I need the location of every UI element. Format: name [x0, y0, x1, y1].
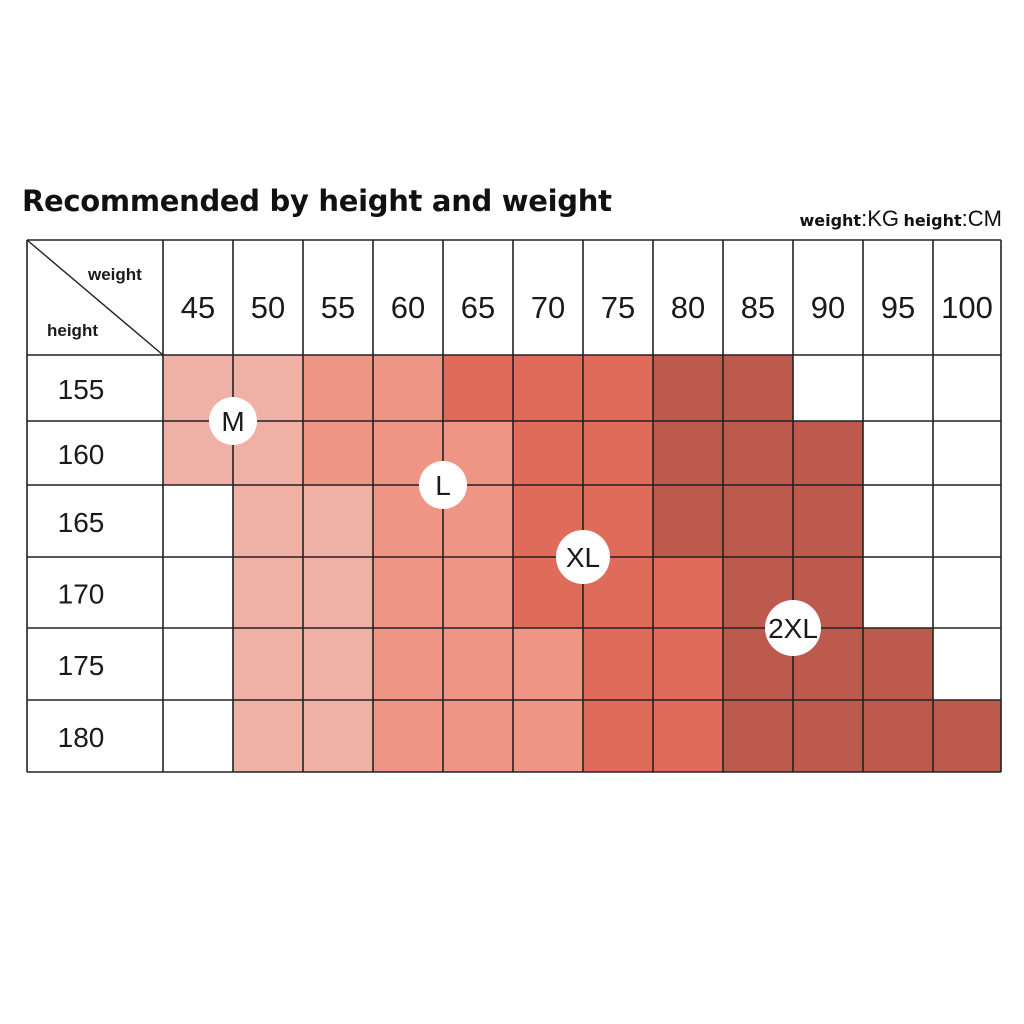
heat-cell — [513, 700, 583, 772]
heat-cell — [933, 700, 1001, 772]
weight-tick-label: 65 — [461, 290, 495, 325]
size-badge-circle — [556, 530, 610, 584]
heat-cell — [933, 485, 1001, 557]
weight-unit-value: KG — [867, 206, 899, 231]
heat-cell — [163, 628, 233, 700]
units-legend: weight:KG height:CM — [799, 206, 1002, 232]
weight-tick-label: 90 — [811, 290, 845, 325]
height-tick-label: 180 — [58, 722, 105, 753]
heat-cell — [933, 421, 1001, 485]
heat-cell — [863, 628, 933, 700]
weight-tick-label: 85 — [741, 290, 775, 325]
weight-unit-separator: : — [861, 206, 868, 231]
heat-cell — [583, 421, 653, 485]
heat-cell — [303, 421, 373, 485]
weight-tick-label: 60 — [391, 290, 425, 325]
height-unit-value: CM — [967, 206, 1002, 231]
heat-cell — [163, 700, 233, 772]
heat-cell — [723, 421, 793, 485]
heat-cell — [373, 700, 443, 772]
heat-cell — [443, 557, 513, 628]
heat-cell — [653, 557, 723, 628]
heat-cell — [163, 485, 233, 557]
weight-tick-label: 55 — [321, 290, 355, 325]
size-badge-label: 2XL — [768, 613, 818, 644]
weight-tick-label: 50 — [251, 290, 285, 325]
heat-cell — [373, 628, 443, 700]
weight-tick-label: 95 — [881, 290, 915, 325]
heat-cell — [583, 628, 653, 700]
height-tick-label: 165 — [58, 507, 105, 538]
weight-tick-label: 100 — [941, 290, 993, 325]
heat-cell — [723, 700, 793, 772]
height-tick-label: 155 — [58, 374, 105, 405]
heat-cell — [933, 557, 1001, 628]
heat-cell — [653, 355, 723, 421]
heat-cell — [933, 355, 1001, 421]
heat-cell — [303, 485, 373, 557]
heat-cell — [303, 557, 373, 628]
heat-cell — [583, 700, 653, 772]
heat-cell — [863, 421, 933, 485]
heat-cell — [233, 557, 303, 628]
heat-cell — [723, 355, 793, 421]
heat-cell — [373, 557, 443, 628]
height-unit-label: height — [903, 211, 962, 230]
heat-cell — [653, 628, 723, 700]
size-badge-label: M — [221, 406, 244, 437]
heat-cell — [303, 700, 373, 772]
heat-cell — [163, 557, 233, 628]
heat-cell — [443, 355, 513, 421]
height-tick-label: 170 — [58, 579, 105, 610]
heat-cell — [443, 700, 513, 772]
heat-cell — [233, 628, 303, 700]
corner-height-label: height — [47, 321, 98, 340]
heat-cell — [513, 628, 583, 700]
heat-cell — [863, 355, 933, 421]
heat-cell — [583, 355, 653, 421]
size-badge-circle — [209, 397, 257, 445]
heat-cell — [303, 355, 373, 421]
heat-cell — [793, 355, 863, 421]
size-badge-label: L — [435, 470, 451, 501]
heat-cell — [443, 628, 513, 700]
height-tick-label: 160 — [58, 439, 105, 470]
height-unit-separator: : — [961, 206, 968, 231]
heat-cell — [793, 485, 863, 557]
height-tick-label: 175 — [58, 650, 105, 681]
heat-cell — [793, 700, 863, 772]
size-badge-circle — [765, 600, 821, 656]
weight-tick-label: 80 — [671, 290, 705, 325]
corner-diagonal — [26, 239, 164, 356]
chart-title: Recommended by height and weight — [22, 184, 612, 218]
weight-tick-label: 45 — [181, 290, 215, 325]
heat-cell — [863, 485, 933, 557]
heat-cell — [233, 485, 303, 557]
heat-cell — [513, 355, 583, 421]
heat-cell — [723, 485, 793, 557]
weight-tick-label: 75 — [601, 290, 635, 325]
heat-cell — [863, 557, 933, 628]
corner-weight-label: weight — [87, 265, 142, 284]
weight-tick-label: 70 — [531, 290, 565, 325]
heat-cell — [863, 700, 933, 772]
weight-unit-label: weight — [799, 211, 862, 230]
heat-cell — [653, 485, 723, 557]
size-badge-circle — [419, 461, 467, 509]
heat-cell — [303, 628, 373, 700]
size-badge-label: XL — [566, 542, 600, 573]
heat-cell — [793, 421, 863, 485]
heat-cell — [513, 421, 583, 485]
heat-cell — [653, 700, 723, 772]
heat-cell — [653, 421, 723, 485]
heat-cell — [373, 355, 443, 421]
heat-cell — [933, 628, 1001, 700]
heat-cell — [233, 700, 303, 772]
